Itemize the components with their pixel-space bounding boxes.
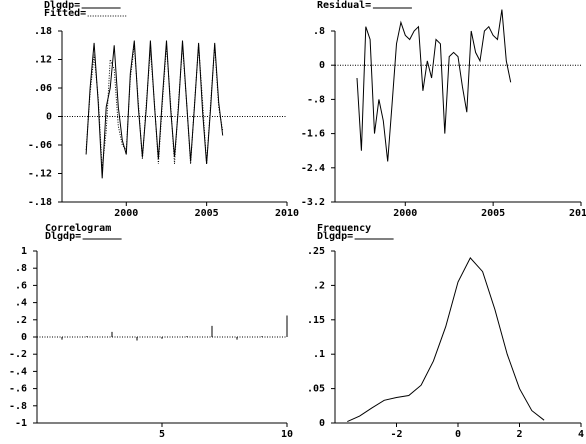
panel-title-line: Dlgdp= [44,0,80,11]
y-tick-label: -.06 [28,140,52,151]
y-tick-label: -.8 [9,401,27,412]
y-tick-label: .8 [313,26,325,37]
y-tick-label: .25 [307,246,325,257]
fit-panel: Dlgdp=Fitted= .18 .12 .06 0 -.06 -.12 -.18 2000 2… [28,0,299,219]
y-tick-label: -.12 [28,169,52,180]
panel-title-line: Frequency [317,223,371,234]
y-tick-label: -3.2 [301,197,325,208]
x-tick-label: 2005 [195,208,219,219]
y-tick-label: .18 [34,26,52,37]
y-tick-label: .05 [307,384,325,395]
y-tick-label: 1 [21,246,27,257]
y-tick-label: 0 [319,60,325,71]
y-tick-label: .4 [15,298,27,309]
y-tick-label: 0 [319,418,325,429]
x-tick-label: -2 [390,429,402,439]
y-tick-label: .15 [307,315,325,326]
y-tick-label: -1.6 [301,129,325,140]
y-tick-label: .2 [313,280,325,291]
panel-title-line: Dlgdp= [317,231,353,242]
y-tick-label: -.18 [28,197,52,208]
x-tick-label: 2010 [275,208,299,219]
y-tick-label: -.8 [307,94,325,105]
y-tick-label: .1 [313,349,325,360]
panel-title-line: Residual= [317,0,371,11]
y-tick-label: .06 [34,83,52,94]
x-tick-label: 10 [281,429,293,439]
y-tick-label: -.2 [9,349,27,360]
y-tick-label: -.6 [9,384,27,395]
y-tick-label: 0 [21,332,27,343]
dlgdp-series-line [347,257,545,423]
y-tick-label: -1 [15,418,27,429]
y-tick-label: -2.4 [301,163,325,174]
x-tick-label: 5 [159,429,165,439]
fitted-series-line [85,45,224,169]
panel-title-line: Fitted= [44,7,86,19]
y-tick-label: .8 [15,263,27,274]
residual-series-line [356,9,512,162]
x-tick-label: 2005 [481,208,505,219]
x-tick-label: 2000 [393,208,417,219]
x-tick-label: 2 [516,429,522,439]
x-tick-label: 0 [455,429,461,439]
y-tick-label: .12 [34,55,52,66]
y-tick-label: .6 [15,280,27,291]
x-tick-label: 2010 [569,208,586,219]
panel-title-line: Correlogram [45,223,111,234]
y-tick-label: -.4 [9,366,27,377]
y-tick-label: .2 [15,315,27,326]
x-tick-label: 4 [578,429,584,439]
residual-panel: Residual= .8 0 -.8 -1.6 -2.4 -3.2 2000 2005 2010 [301,0,586,219]
y-tick-label: 0 [46,112,52,123]
x-tick-label: 2000 [114,208,138,219]
panel-title-line: Dlgdp= [45,231,81,242]
